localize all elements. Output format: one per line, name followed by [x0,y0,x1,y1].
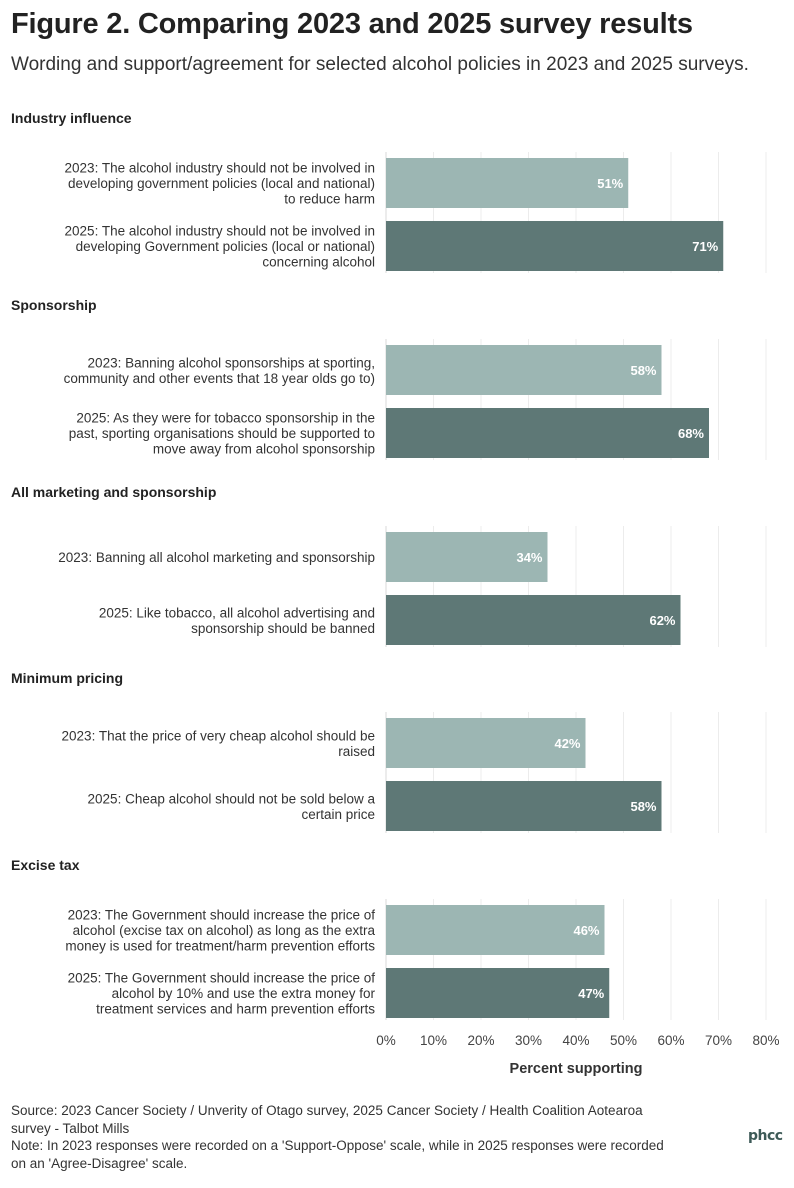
page-subtitle: Wording and support/agreement for select… [11,54,749,75]
category-label: alcohol (excise tax on alcohol) as long … [73,923,376,938]
category-label: community and other events that 18 year … [64,371,375,386]
category-label: sponsorship should be banned [191,621,375,636]
x-tick-label: 80% [752,1033,779,1048]
category-label: 2025: The Government should increase the… [68,971,376,986]
category-label: developing Government policies (local or… [76,239,375,254]
category-label: certain price [301,807,375,822]
bar-chart: Industry influence 51% 2023: The alcohol i… [11,110,780,1077]
x-tick-label: 30% [515,1033,542,1048]
bar-value-label: 58% [630,363,656,378]
bar-value-label: 51% [597,176,623,191]
group-heading: All marketing and sponsorship [11,484,216,500]
bar-2023 [386,158,629,208]
bar-value-label: 68% [678,426,704,441]
bar-2025 [386,968,610,1018]
bar-value-label: 42% [554,736,580,751]
x-tick-label: 0% [376,1033,396,1048]
note-line-1: Note: In 2023 responses were recorded on… [11,1138,664,1153]
x-tick-label: 50% [610,1033,637,1048]
phcc-logo: phcc [748,1128,783,1144]
x-axis-title: Percent supporting [510,1061,643,1077]
category-label: 2023: Banning alcohol sponsorships at sp… [88,355,375,370]
bar-2025 [386,595,681,645]
category-label: alcohol by 10% and use the extra money f… [112,986,376,1001]
x-tick-label: 40% [562,1033,589,1048]
category-label: raised [338,744,375,759]
category-label: money is used for treatment/harm prevent… [65,939,375,954]
category-label: 2025: Cheap alcohol should not be sold b… [88,791,376,806]
group-heading: Excise tax [11,857,80,873]
group-heading: Industry influence [11,110,132,126]
group-heading: Minimum pricing [11,670,123,686]
category-label: 2023: That the price of very cheap alcoh… [62,728,375,743]
category-label: past, sporting organisations should be s… [69,426,375,441]
x-tick-label: 60% [657,1033,684,1048]
bar-2023 [386,345,662,395]
category-label: to reduce harm [284,192,375,207]
category-label: 2023: Banning all alcohol marketing and … [58,550,375,565]
category-label: 2023: The Government should increase the… [68,908,376,923]
bar-value-label: 58% [630,799,656,814]
bar-value-label: 46% [573,923,599,938]
bar-2025 [386,408,709,458]
bar-2023 [386,718,586,768]
bar-value-label: 34% [516,550,542,565]
x-tick-label: 10% [420,1033,447,1048]
bar-2023 [386,905,605,955]
bar-value-label: 62% [649,613,675,628]
bar-2025 [386,221,724,271]
category-label: concerning alcohol [262,255,375,270]
category-label: treatment services and harm prevention e… [96,1002,375,1017]
category-label: 2025: Like tobacco, all alcohol advertis… [99,605,375,620]
group-heading: Sponsorship [11,297,97,313]
category-label: move away from alcohol sponsorship [153,442,375,457]
page-title: Figure 2. Comparing 2023 and 2025 survey… [11,8,693,40]
note-line-2: on an 'Agree-Disagree' scale. [11,1155,188,1171]
bar-2025 [386,781,662,831]
source-line-1: Source: 2023 Cancer Society / Unverity o… [11,1103,643,1118]
source-line-2: survey - Talbot Mills [11,1120,130,1136]
x-tick-label: 70% [705,1033,732,1048]
category-label: 2025: As they were for tobacco sponsorsh… [76,411,375,426]
bar-value-label: 47% [578,986,604,1001]
category-label: developing government policies (local an… [68,176,375,191]
x-tick-label: 20% [467,1033,494,1048]
category-label: 2023: The alcohol industry should not be… [65,161,375,176]
bar-2023 [386,532,548,582]
category-label: 2025: The alcohol industry should not be… [65,224,375,239]
source-note: Source: 2023 Cancer Society / Unverity o… [11,1102,751,1172]
bar-value-label: 71% [692,239,718,254]
